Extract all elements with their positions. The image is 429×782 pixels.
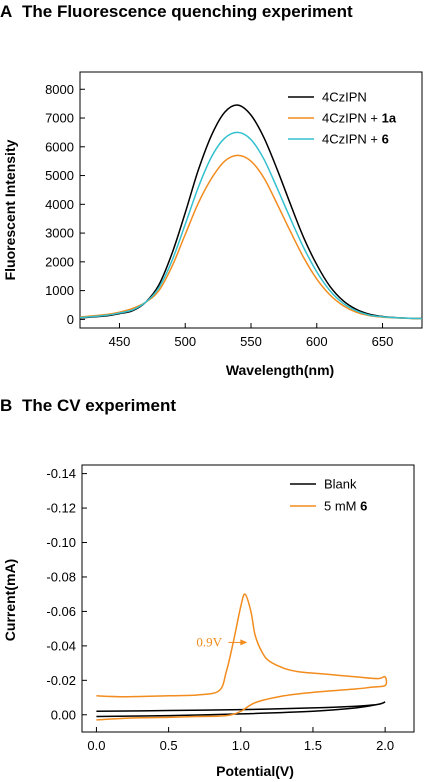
b-x-tick-label: 1.5 [304, 738, 322, 753]
a-legend-bold-1: 1a [382, 111, 397, 126]
panel-a-y-ticks: 0 1000 2000 3000 4000 5000 6000 7000 8000 [45, 82, 85, 327]
b-x-tick-label: 0.5 [160, 738, 178, 753]
a-y-tick-label: 6000 [45, 139, 74, 154]
b-y-tick-label: -0.10 [46, 535, 76, 550]
panel-b-peak-annotation: 0.9V [196, 634, 222, 649]
panel-a-x-axis-title: Wavelength(nm) [226, 362, 334, 378]
a-x-tick-label: 500 [174, 334, 196, 349]
a-x-tick-label: 600 [306, 334, 328, 349]
b-y-tick-label: 0.00 [51, 707, 76, 722]
b-y-tick-label: -0.12 [46, 501, 76, 516]
b-x-tick-label: 0.0 [87, 738, 105, 753]
b-series-line-1 [96, 593, 388, 721]
b-y-tick-label: -0.06 [46, 604, 76, 619]
a-y-tick-label: 7000 [45, 111, 74, 126]
a-series-line-2 [79, 131, 423, 320]
b-x-tick-label: 2.0 [376, 738, 394, 753]
a-legend-name-1: 4CzIPN + [322, 111, 382, 126]
b-y-tick-label: -0.08 [46, 569, 76, 584]
a-legend-bold-2: 6 [382, 132, 389, 147]
a-series-line-1 [79, 154, 423, 320]
a-y-tick-label: 3000 [45, 226, 74, 241]
b-series-line-0 [96, 701, 386, 718]
b-legend-name-1: 5 mM [324, 499, 360, 514]
a-legend-label-2: 4CzIPN + 6 [322, 132, 389, 147]
a-legend-name-2: 4CzIPN + [322, 132, 382, 147]
b-y-tick-label: -0.14 [46, 466, 76, 481]
panel-b-x-ticks: 0.0 0.5 1.0 1.5 2.0 [87, 727, 394, 753]
b-y-tick-label: -0.02 [46, 673, 76, 688]
panel-b-plot-frame [81, 464, 415, 733]
a-legend-label-0: 4CzIPN [322, 90, 367, 105]
panel-a-title: The Fluorescence quenching experiment [22, 2, 353, 21]
panel-a-series [79, 104, 423, 320]
b-legend-bold-1: 6 [360, 499, 367, 514]
annotation-arrow-head [240, 639, 248, 646]
panel-b-letter: B [0, 396, 12, 415]
a-y-tick-label: 8000 [45, 82, 74, 97]
panel-b-legend: Blank 5 mM 6 [290, 477, 367, 514]
a-y-tick-label: 5000 [45, 168, 74, 183]
panel-a-letter: A [0, 2, 12, 21]
panel-b-y-ticks: 0.00 -0.02 -0.04 -0.06 -0.08 -0.10 -0.12 -0.14 [46, 466, 87, 722]
panel-b: B The CV experiment 0.00 -0.02 -0.04 -0.06 -… [0, 396, 415, 779]
panel-a: A The Fluorescence quenching experiment … [0, 2, 423, 378]
b-legend-label-0: Blank [324, 477, 357, 492]
panel-b-x-axis-title: Potential(V) [216, 763, 294, 779]
a-legend-label-1: 4CzIPN + 1a [322, 111, 397, 126]
panel-b-title: The CV experiment [22, 396, 176, 415]
b-legend-label-1: 5 mM 6 [324, 499, 367, 514]
a-y-tick-label: 1000 [45, 283, 74, 298]
b-legend-name-0: Blank [324, 477, 357, 492]
a-legend-name-0: 4CzIPN [322, 90, 367, 105]
a-y-tick-label: 4000 [45, 197, 74, 212]
panel-b-y-axis-title: Current(mA) [2, 559, 18, 641]
a-x-tick-label: 650 [372, 334, 394, 349]
panel-a-x-ticks: 450 500 550 600 650 [109, 323, 394, 349]
a-x-tick-label: 450 [109, 334, 131, 349]
panel-b-annotation-arrow [228, 639, 248, 646]
b-y-tick-label: -0.04 [46, 638, 76, 653]
a-y-tick-label: 0 [67, 312, 74, 327]
panel-b-series [96, 593, 388, 721]
b-x-tick-label: 1.0 [232, 738, 250, 753]
panel-a-y-axis-title: Fluorescent Intensity [2, 139, 18, 280]
a-y-tick-label: 2000 [45, 254, 74, 269]
a-x-tick-label: 550 [240, 334, 262, 349]
